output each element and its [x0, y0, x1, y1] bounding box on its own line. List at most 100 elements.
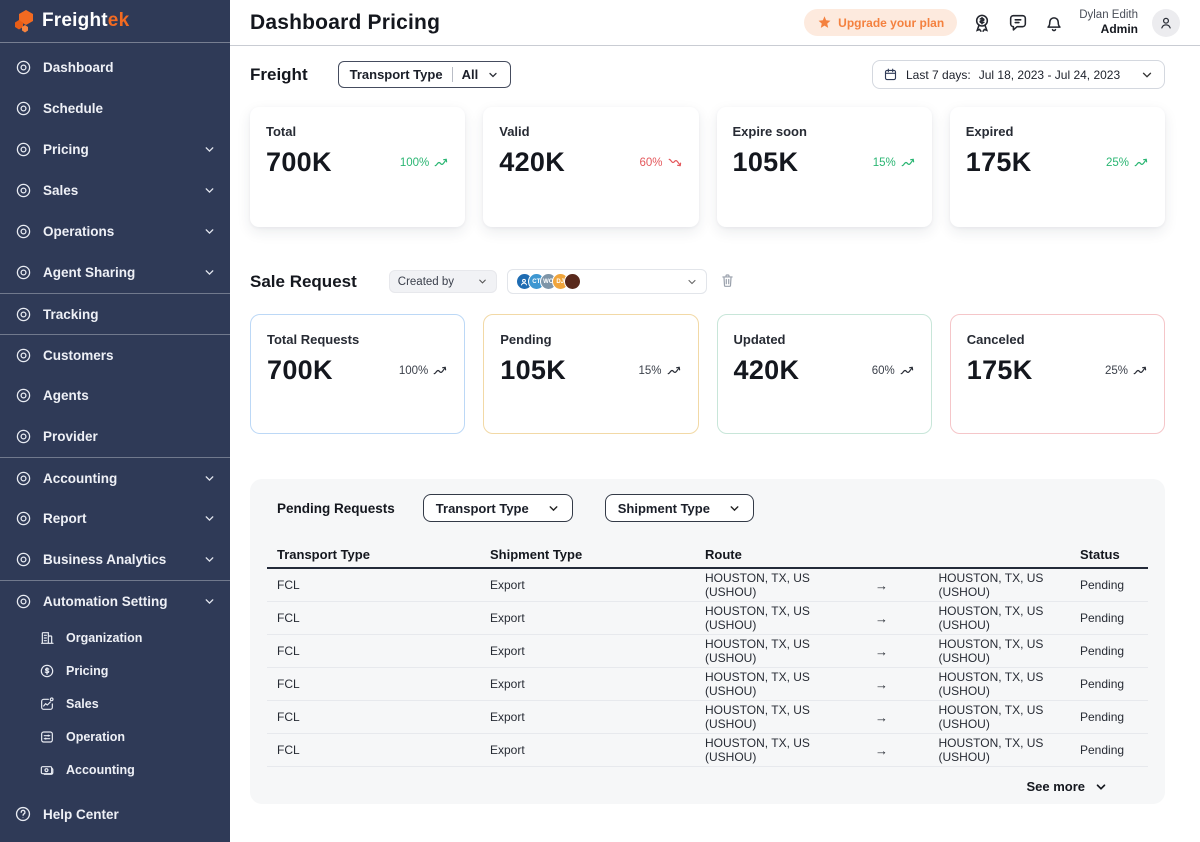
table-row[interactable]: FCL Export HOUSTON, TX, US (USHOU)→HOUST…	[267, 602, 1148, 635]
sidebar-item-operations[interactable]: Operations	[0, 211, 230, 252]
chevron-down-icon	[203, 472, 216, 485]
sidebar-subitem-sales[interactable]: Sales	[0, 687, 230, 720]
badge-icon	[14, 551, 32, 569]
arrow-right-icon: →	[847, 578, 917, 593]
change-badge: 60%	[872, 364, 915, 377]
created-by-users-select[interactable]: CT WO DJ	[507, 269, 707, 294]
stat-card-updated[interactable]: Updated 420K 60%	[717, 314, 932, 434]
dollar-circle-icon	[38, 662, 55, 679]
sidebar-item-customers[interactable]: Customers	[0, 334, 230, 375]
sidebar-item-dashboard[interactable]: Dashboard	[0, 47, 230, 88]
date-range-picker[interactable]: Last 7 days: Jul 18, 2023 - Jul 24, 2023	[872, 60, 1165, 89]
delete-filter-button[interactable]	[719, 272, 739, 292]
badge-icon	[14, 592, 32, 610]
chevron-down-icon	[1094, 780, 1108, 794]
table-row[interactable]: FCL Export HOUSTON, TX, US (USHOU)→HOUST…	[267, 734, 1148, 767]
person-icon	[1157, 14, 1175, 32]
see-more-button[interactable]: See more	[267, 779, 1148, 794]
pending-filters-row: Pending Requests Transport Type Shipment…	[267, 494, 1148, 522]
trend-up-icon	[434, 156, 449, 169]
stat-card-expired[interactable]: Expired 175K 25%	[950, 107, 1165, 227]
trend-up-icon	[433, 364, 448, 377]
app-window: Freightek Dashboard Schedule Pricing Sal…	[0, 0, 1200, 842]
chevron-down-icon	[203, 143, 216, 156]
rewards-badge-icon[interactable]	[971, 12, 993, 34]
chevron-down-icon	[477, 276, 488, 287]
top-bar: Dashboard Pricing Upgrade your plan Dyla…	[230, 0, 1200, 46]
shipment-type-dropdown[interactable]: Shipment Type	[605, 494, 754, 522]
change-badge: 60%	[639, 156, 682, 169]
badge-icon	[14, 305, 32, 323]
sidebar-subitem-accounting[interactable]: Accounting	[0, 753, 230, 786]
calendar-icon	[883, 67, 898, 82]
sidebar-item-schedule[interactable]: Schedule	[0, 88, 230, 129]
route-cell: HOUSTON, TX, US (USHOU)→HOUSTON, TX, US …	[705, 703, 1080, 731]
badge-icon	[14, 182, 32, 200]
brand-logo[interactable]: Freightek	[0, 0, 230, 43]
badge-icon	[14, 469, 32, 487]
arrow-right-icon: →	[847, 710, 917, 725]
organization-icon	[38, 629, 55, 646]
status-badge: Pending	[1080, 644, 1138, 658]
trend-down-icon	[668, 156, 683, 169]
notifications-bell-icon[interactable]	[1043, 12, 1065, 34]
user-avatar[interactable]	[1152, 9, 1180, 37]
table-row[interactable]: FCL Export HOUSTON, TX, US (USHOU)→HOUST…	[267, 569, 1148, 602]
status-badge: Pending	[1080, 710, 1138, 724]
change-badge: 15%	[638, 364, 681, 377]
sidebar: Freightek Dashboard Schedule Pricing Sal…	[0, 0, 230, 842]
sidebar-item-report[interactable]: Report	[0, 498, 230, 539]
trend-up-icon	[901, 156, 916, 169]
sidebar-item-help-center[interactable]: Help Center	[0, 796, 230, 842]
sidebar-item-provider[interactable]: Provider	[0, 416, 230, 457]
sidebar-nav: Dashboard Schedule Pricing Sales Operati…	[0, 43, 230, 796]
badge-icon	[14, 387, 32, 405]
trend-up-icon	[900, 364, 915, 377]
table-row[interactable]: FCL Export HOUSTON, TX, US (USHOU)→HOUST…	[267, 635, 1148, 668]
chevron-down-icon	[487, 69, 499, 81]
route-cell: HOUSTON, TX, US (USHOU)→HOUSTON, TX, US …	[705, 604, 1080, 632]
freight-cards-row: Total 700K 100% Valid 420K 60%	[250, 107, 1165, 227]
stat-card-expire-soon[interactable]: Expire soon 105K 15%	[717, 107, 932, 227]
route-cell: HOUSTON, TX, US (USHOU)→HOUSTON, TX, US …	[705, 571, 1080, 599]
badge-icon	[14, 428, 32, 446]
chevron-down-icon	[203, 184, 216, 197]
user-role: Admin	[1079, 22, 1138, 37]
stat-card-canceled[interactable]: Canceled 175K 25%	[950, 314, 1165, 434]
sidebar-item-agents[interactable]: Agents	[0, 375, 230, 416]
table-row[interactable]: FCL Export HOUSTON, TX, US (USHOU)→HOUST…	[267, 668, 1148, 701]
sidebar-item-pricing[interactable]: Pricing	[0, 129, 230, 170]
sidebar-subitem-organization[interactable]: Organization	[0, 621, 230, 654]
sidebar-item-accounting[interactable]: Accounting	[0, 457, 230, 498]
sales-chart-icon	[38, 695, 55, 712]
badge-icon	[14, 223, 32, 241]
chevron-down-icon	[1140, 68, 1154, 82]
stat-card-total-requests[interactable]: Total Requests 700K 100%	[250, 314, 465, 434]
status-badge: Pending	[1080, 578, 1138, 592]
change-badge: 25%	[1106, 156, 1149, 169]
route-cell: HOUSTON, TX, US (USHOU)→HOUSTON, TX, US …	[705, 637, 1080, 665]
transport-type-filter[interactable]: Transport Type All	[338, 61, 512, 88]
sidebar-item-business-analytics[interactable]: Business Analytics	[0, 539, 230, 580]
chevron-down-icon	[203, 595, 216, 608]
stat-card-valid[interactable]: Valid 420K 60%	[483, 107, 698, 227]
pending-requests-panel: Pending Requests Transport Type Shipment…	[250, 479, 1165, 804]
sidebar-item-sales[interactable]: Sales	[0, 170, 230, 211]
freight-title: Freight	[250, 65, 308, 85]
sidebar-item-agent-sharing[interactable]: Agent Sharing	[0, 252, 230, 293]
sidebar-item-tracking[interactable]: Tracking	[0, 293, 230, 334]
change-badge: 15%	[873, 156, 916, 169]
upgrade-plan-button[interactable]: Upgrade your plan	[804, 9, 957, 36]
trash-icon	[719, 272, 736, 289]
stat-card-total[interactable]: Total 700K 100%	[250, 107, 465, 227]
messages-icon[interactable]	[1007, 12, 1029, 34]
transport-type-dropdown[interactable]: Transport Type	[423, 494, 573, 522]
sidebar-item-automation-setting[interactable]: Automation Setting	[0, 580, 230, 621]
created-by-select[interactable]: Created by	[389, 270, 497, 293]
sidebar-subitem-operation[interactable]: Operation	[0, 720, 230, 753]
stat-card-pending[interactable]: Pending 105K 15%	[483, 314, 698, 434]
status-badge: Pending	[1080, 611, 1138, 625]
sidebar-subitem-pricing[interactable]: Pricing	[0, 654, 230, 687]
table-row[interactable]: FCL Export HOUSTON, TX, US (USHOU)→HOUST…	[267, 701, 1148, 734]
change-badge: 25%	[1105, 364, 1148, 377]
